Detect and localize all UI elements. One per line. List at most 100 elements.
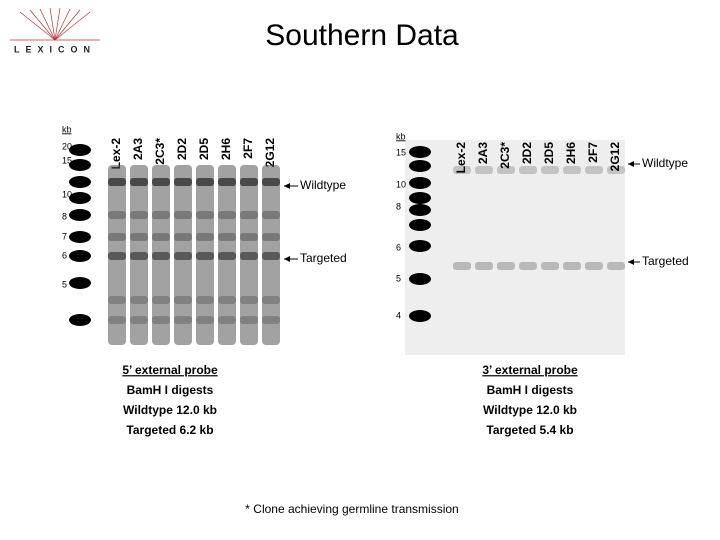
gel-band	[152, 316, 170, 324]
gel-band	[475, 166, 493, 174]
gel-band	[262, 252, 280, 260]
gel-band	[130, 233, 148, 241]
gel-band	[196, 233, 214, 241]
lane-label: 2C3*	[153, 138, 167, 165]
arrow-head	[628, 161, 634, 167]
gel-band	[218, 252, 236, 260]
gel-band	[196, 211, 214, 219]
gel-band	[152, 233, 170, 241]
gel-band	[108, 178, 126, 186]
gel-band	[240, 211, 258, 219]
kb-marker: 5	[62, 279, 67, 289]
gel-band	[174, 296, 192, 304]
kb-marker: 20	[62, 141, 72, 151]
gel-band	[108, 252, 126, 260]
gel-band	[541, 166, 559, 174]
caption-line: 5’ external probe	[122, 363, 218, 377]
marker-band	[69, 250, 91, 262]
arrow-label: Targeted	[300, 251, 347, 265]
lane-label: 2H6	[219, 138, 233, 160]
kb-marker: 15	[62, 155, 72, 165]
arrow-label: Wildtype	[642, 156, 688, 170]
arrow-label: Wildtype	[300, 178, 346, 192]
gel-band	[108, 316, 126, 324]
lane-smear	[152, 165, 170, 345]
logo-fan	[10, 7, 100, 41]
marker-band	[409, 204, 431, 216]
arrow-head	[628, 259, 634, 265]
marker-band	[409, 146, 431, 158]
caption-line: Targeted 5.4 kb	[486, 423, 573, 437]
marker-band	[69, 209, 91, 221]
marker-band	[69, 314, 91, 326]
gel-band	[152, 252, 170, 260]
gel-band	[240, 233, 258, 241]
gel-band	[497, 166, 515, 174]
marker-band	[409, 273, 431, 285]
caption-line: Wildtype 12.0 kb	[123, 403, 217, 417]
lane-label: Lex-2	[109, 138, 123, 170]
arrow-head	[284, 183, 290, 189]
gel-band	[475, 262, 493, 270]
kb-marker: 8	[62, 211, 67, 221]
lane-smear	[174, 165, 192, 345]
lane-smear	[262, 165, 280, 345]
marker-band	[69, 144, 91, 156]
gel-band	[196, 252, 214, 260]
gel-band	[218, 296, 236, 304]
gel-band	[262, 211, 280, 219]
gel-band	[130, 252, 148, 260]
lane-label: 2G12	[263, 138, 277, 168]
lane-label: 2D2	[520, 142, 534, 164]
kb-unit: kb	[396, 131, 406, 141]
lane-smear	[218, 165, 236, 345]
gel-band	[174, 316, 192, 324]
lane-smear	[130, 165, 148, 345]
gel-band	[519, 166, 537, 174]
gel-band	[108, 233, 126, 241]
lane-smear	[108, 165, 126, 345]
marker-band	[409, 219, 431, 231]
gel-band	[174, 233, 192, 241]
gel-band	[240, 178, 258, 186]
lane-label: Lex-2	[454, 142, 468, 174]
gel-band	[262, 178, 280, 186]
gel-band	[174, 178, 192, 186]
kb-marker: 8	[396, 201, 401, 211]
gel-band	[453, 166, 471, 174]
gel-band	[130, 178, 148, 186]
logo: LEXICON	[14, 44, 96, 54]
gel-band	[240, 252, 258, 260]
gel-band	[130, 296, 148, 304]
gel-band	[240, 316, 258, 324]
arrow-label: Targeted	[642, 254, 689, 268]
kb-unit: kb	[62, 124, 72, 134]
caption-line: Targeted 6.2 kb	[126, 423, 213, 437]
footnote: * Clone achieving germline transmission	[245, 502, 458, 516]
gel-band	[262, 233, 280, 241]
gel-band	[196, 316, 214, 324]
marker-band	[69, 176, 91, 188]
gel-band	[563, 166, 581, 174]
lane-label: 2D5	[542, 142, 556, 164]
lane-label: 2A3	[476, 142, 490, 164]
gel-band	[218, 178, 236, 186]
gel-band	[563, 262, 581, 270]
gel-band	[585, 166, 603, 174]
gel-band	[152, 296, 170, 304]
gel-band	[585, 262, 603, 270]
gel-band	[453, 262, 471, 270]
gel-band	[174, 252, 192, 260]
gel-band	[541, 262, 559, 270]
kb-marker: 4	[396, 310, 401, 320]
gel-band	[519, 262, 537, 270]
lane-label: 2C3*	[498, 142, 512, 169]
lane-smear	[240, 165, 258, 345]
lane-label: 2G12	[608, 142, 622, 172]
gel-band	[174, 211, 192, 219]
gel-band	[607, 262, 625, 270]
lane-smear	[196, 165, 214, 345]
gel-band	[130, 211, 148, 219]
marker-band	[409, 192, 431, 204]
